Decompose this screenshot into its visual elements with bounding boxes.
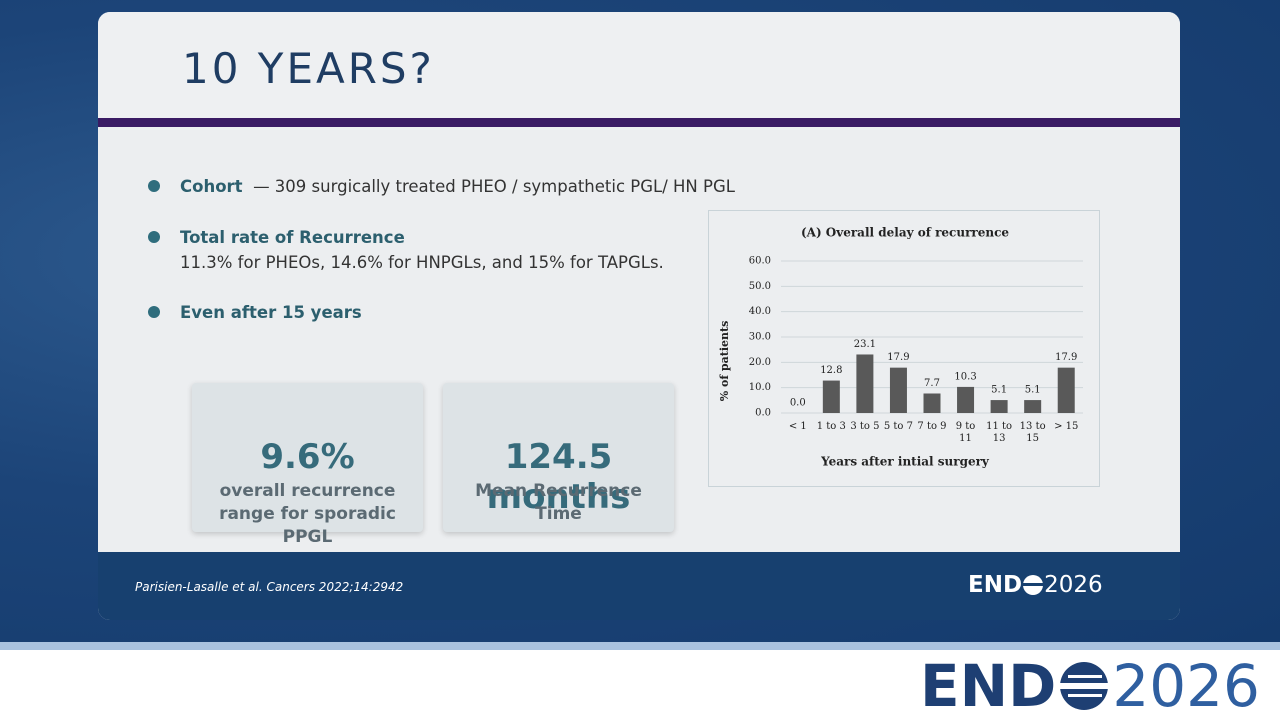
y-tick-label: 30.0 <box>749 332 771 343</box>
value-label: 7.7 <box>924 378 940 389</box>
value-label: 5.1 <box>991 385 1007 396</box>
value-label: 12.8 <box>820 365 842 376</box>
stat-label: overall recurrence range for sporadic PP… <box>219 481 396 547</box>
x-tick-label: 9 to 11 <box>955 421 976 444</box>
stat-value: 9.6% <box>260 437 355 477</box>
bullet-label: Total rate of Recurrence <box>180 228 405 247</box>
citation: Parisien-Lasalle et al. Cancers 2022;14:… <box>135 580 404 594</box>
chart-title: (A) Overall delay of recurrence <box>801 226 1009 240</box>
chart: (A) Overall delay of recurrence Years af… <box>708 210 1100 487</box>
bullet-label: Cohort <box>180 177 243 196</box>
x-tick-label: > 15 <box>1054 421 1079 432</box>
footer <box>98 552 1180 620</box>
header <box>98 12 1180 118</box>
x-tick-label: 1 to 3 <box>816 421 846 432</box>
stat-label: Mean Recurrence Time <box>475 481 642 524</box>
bar <box>923 393 941 413</box>
value-label: 17.9 <box>887 352 909 363</box>
y-tick-label: 20.0 <box>749 357 771 368</box>
slide-title: 10 YEARS? <box>182 44 435 93</box>
header-bar <box>98 118 1180 127</box>
y-tick-label: 40.0 <box>749 306 771 317</box>
logo-left: END <box>920 652 1057 720</box>
bar <box>889 367 907 413</box>
value-label: 23.1 <box>854 339 876 350</box>
logo-left: END <box>968 572 1023 598</box>
bullet: Total rate of Recurrence 11.3% for PHEOs,… <box>148 225 664 275</box>
bar <box>822 380 840 413</box>
chart-svg: (A) Overall delay of recurrence Years af… <box>718 226 1083 469</box>
value-label: 5.1 <box>1025 385 1041 396</box>
bullet-text: 11.3% for PHEOs, 14.6% for HNPGLs, and 1… <box>180 253 664 272</box>
logo-globe <box>1023 575 1044 595</box>
logo-globe <box>1060 662 1109 710</box>
value-label: 10.3 <box>954 371 976 382</box>
x-tick-label: 7 to 9 <box>917 421 947 432</box>
footer-logo: END 2026 <box>968 572 1103 598</box>
bullet-label: Even after 15 years <box>180 303 362 322</box>
bar <box>1057 367 1075 413</box>
x-tick-label: < 1 <box>788 421 807 432</box>
y-tick-label: 0.0 <box>755 408 771 419</box>
y-tick-label: 60.0 <box>749 256 771 267</box>
bullet: Cohort — 309 surgically treated PHEO / s… <box>148 174 735 199</box>
y-tick-label: 50.0 <box>749 281 771 292</box>
logo-right: 2026 <box>1112 652 1260 720</box>
stat-card: 9.6% overall recurrence range for sporadi… <box>192 383 423 547</box>
value-label: 17.9 <box>1055 352 1077 363</box>
bar <box>856 354 874 413</box>
x-axis-label: Years after intial surgery <box>820 455 990 469</box>
x-tick-label: 5 to 7 <box>883 421 913 432</box>
bar <box>957 386 975 413</box>
stripe <box>0 642 1280 650</box>
bar <box>990 400 1008 413</box>
y-tick-label: 10.0 <box>749 382 771 393</box>
logo-right: 2026 <box>1044 572 1103 598</box>
x-tick-label: 13 to 15 <box>1019 421 1046 444</box>
bar <box>1024 400 1042 413</box>
x-tick-label: 3 to 5 <box>850 421 880 432</box>
value-label: 0.0 <box>790 398 806 409</box>
stat-value: 124.5 months <box>486 437 631 517</box>
brand-logo: END 2026 <box>920 652 1260 720</box>
stat-card: 124.5 months Mean Recurrence Time <box>443 383 674 532</box>
bullet: Even after 15 years <box>148 300 362 325</box>
bullet-text: — 309 surgically treated PHEO / sympathe… <box>253 177 735 196</box>
x-tick-label: 11 to 13 <box>986 421 1013 444</box>
y-axis-label: % of patients <box>718 321 731 402</box>
